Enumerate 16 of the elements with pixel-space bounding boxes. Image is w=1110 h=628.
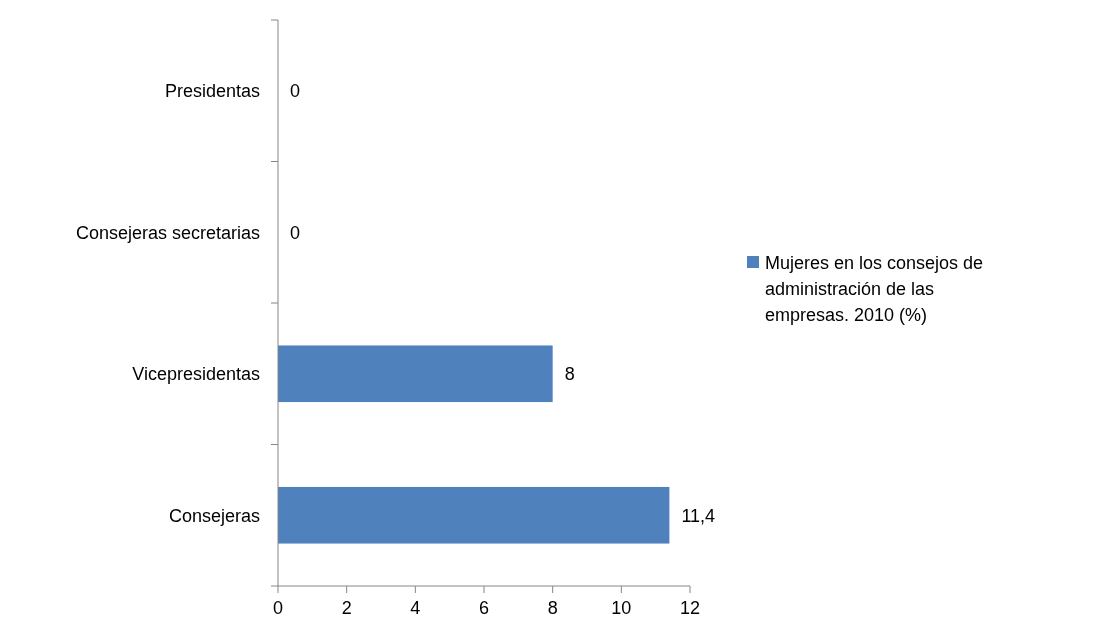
data-label: 11,4 xyxy=(681,505,716,526)
x-tick-label: 6 xyxy=(478,598,490,618)
x-tick-label: 2 xyxy=(341,598,352,618)
x-tick-label: 4 xyxy=(410,598,421,618)
x-tick-label: 0 xyxy=(272,598,284,618)
x-tick-label: 12 xyxy=(679,598,701,618)
x-tick-label: 8 xyxy=(547,598,558,618)
data-label: 0 xyxy=(290,81,301,102)
y-tick-label: Vicepresidentas xyxy=(132,364,260,385)
y-tick-label: Consejeras secretarias xyxy=(75,222,260,243)
legend-label: Mujeres en los consejos de administración de las empresas. 2010 (%) xyxy=(765,253,984,325)
x-tick-label: 10 xyxy=(611,598,632,618)
y-tick-label: Consejeras xyxy=(168,505,260,526)
data-label: 8 xyxy=(564,364,575,385)
data-label: 0 xyxy=(290,222,301,243)
y-tick-label: Presidentas xyxy=(164,81,260,102)
